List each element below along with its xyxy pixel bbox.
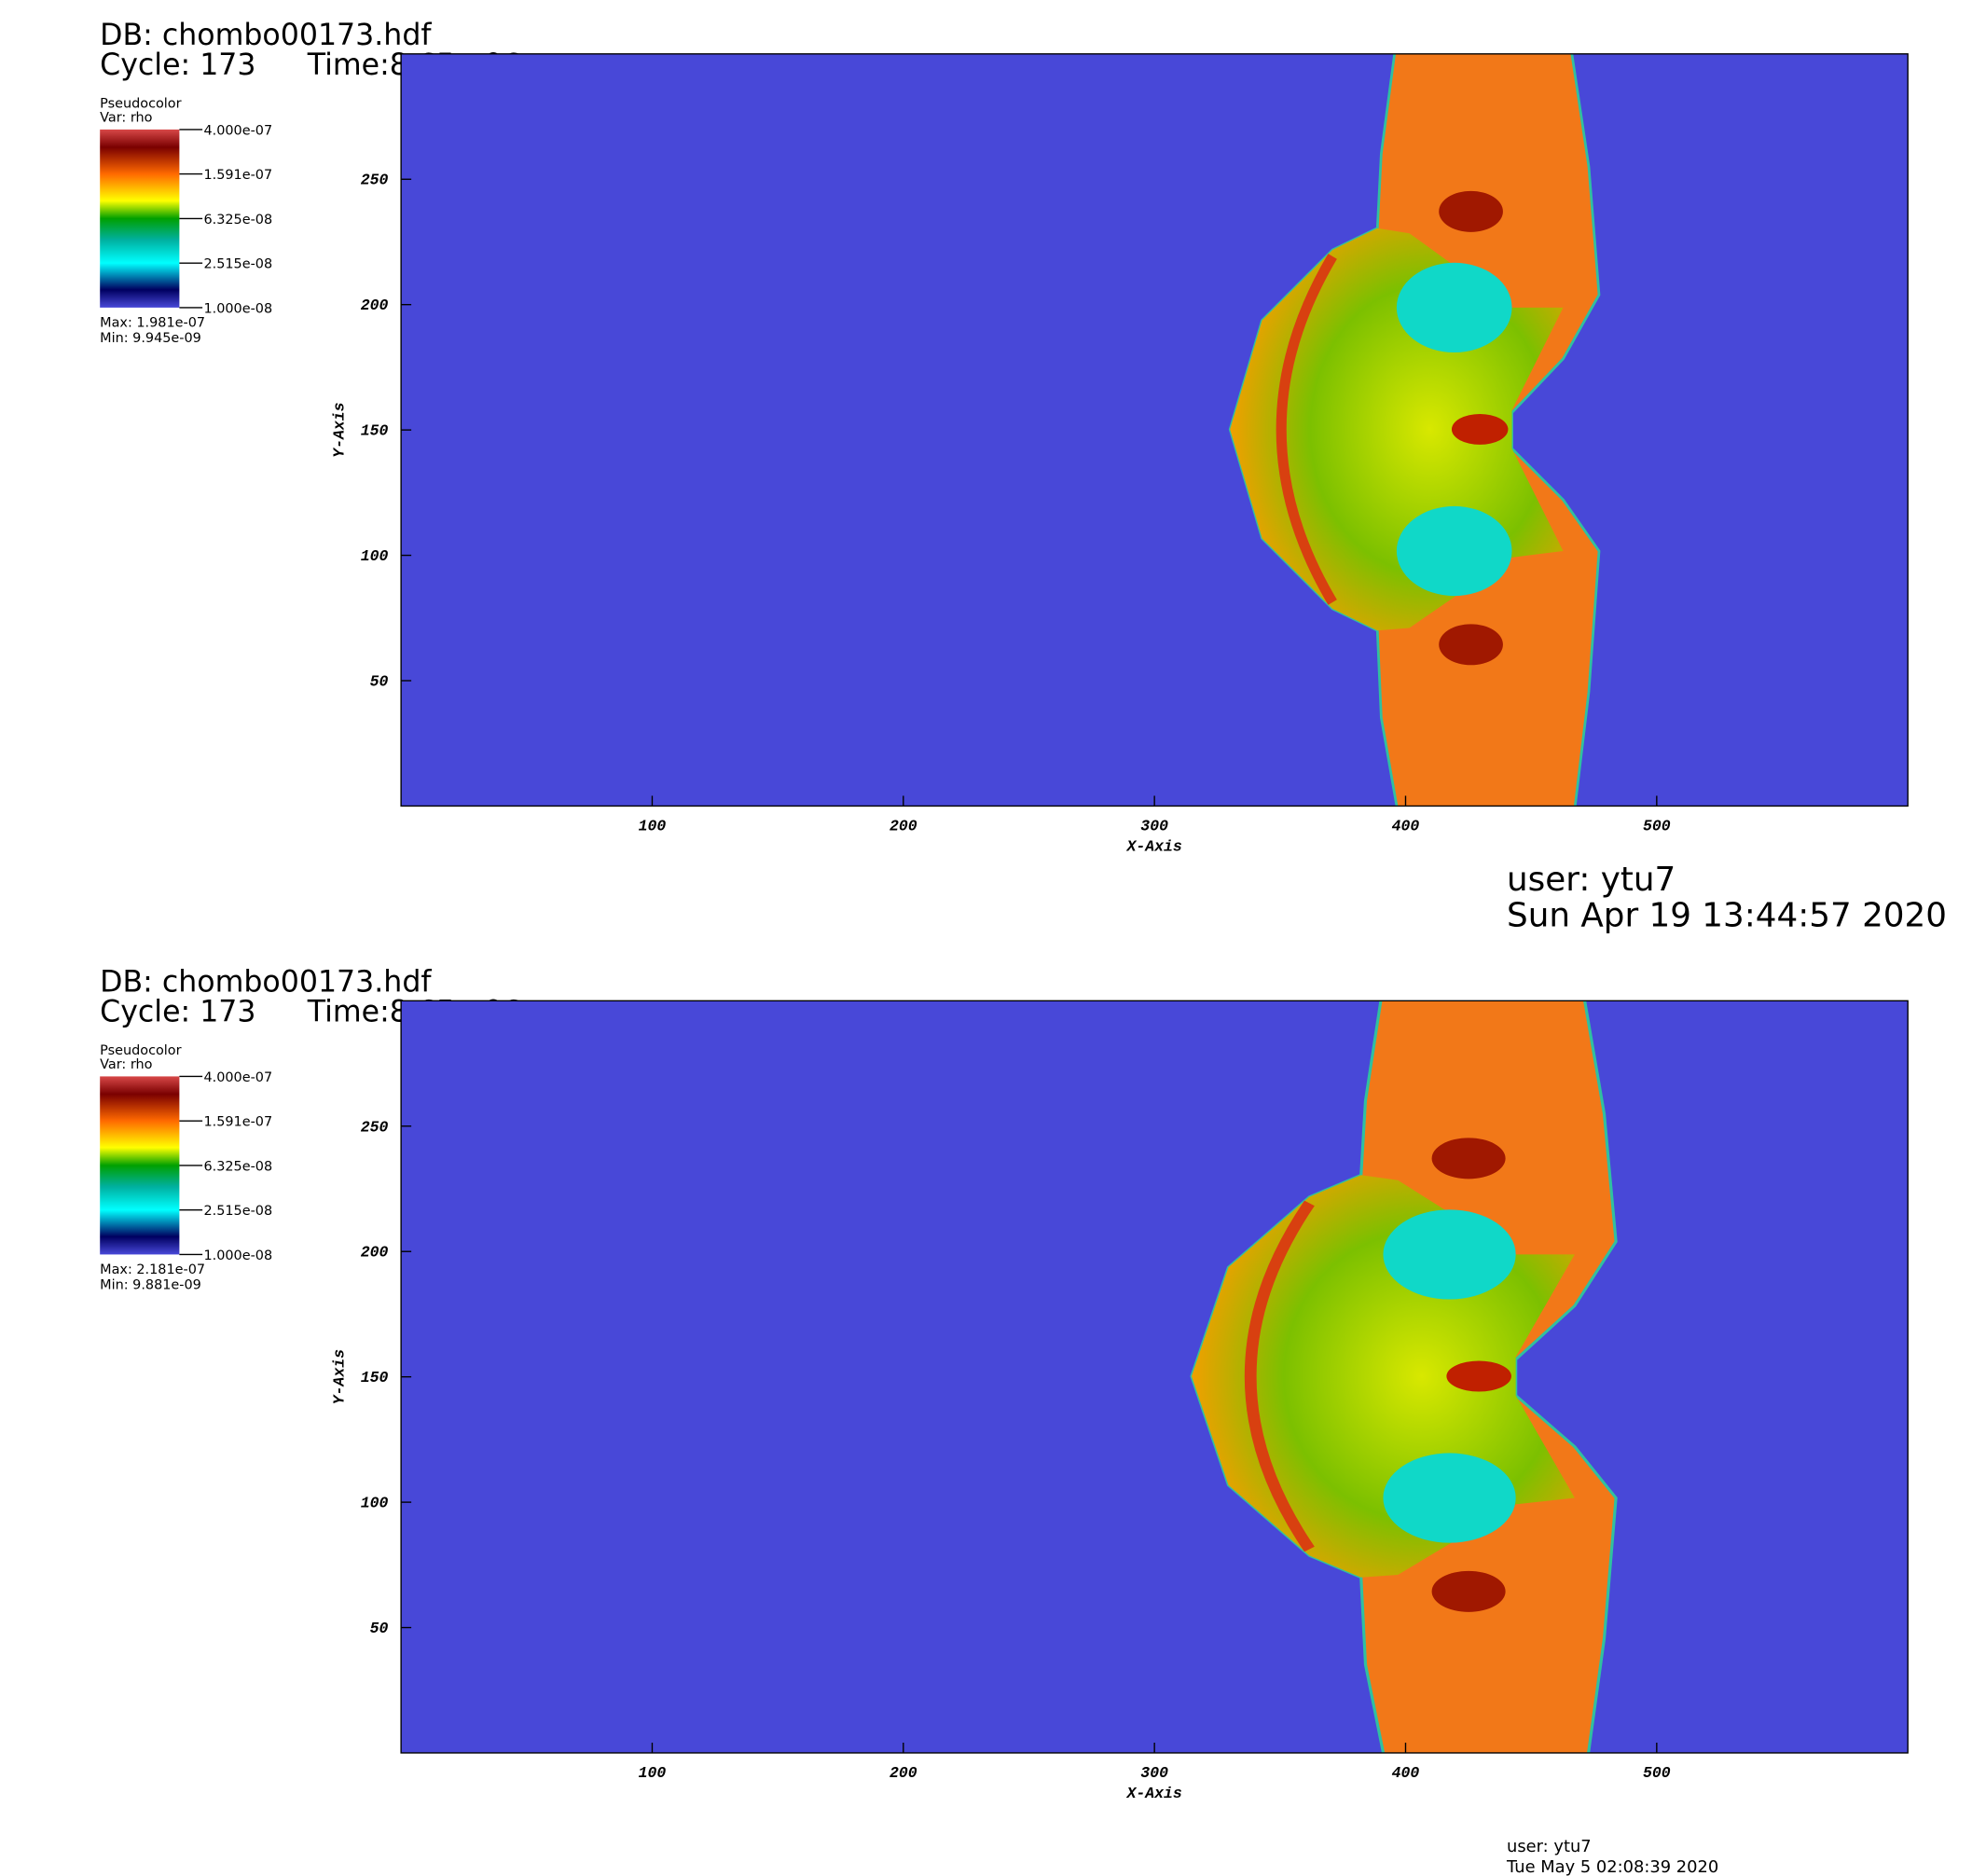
y-tick-label: 50 — [370, 1620, 389, 1637]
y-tick-label: 50 — [370, 673, 389, 691]
colorbar-tick-label: 2.515e-08 — [203, 1204, 272, 1219]
dense-vortex — [1439, 624, 1503, 666]
colorbar-tick-label: 6.325e-08 — [203, 213, 272, 228]
dense-vortex — [1431, 1570, 1506, 1612]
colorbar-tick-label: 4.000e-07 — [203, 123, 272, 138]
y-axis-label: Y-Axis — [330, 402, 348, 457]
low-density-spot — [1383, 1453, 1516, 1543]
x-tick-label: 300 — [1140, 1764, 1168, 1782]
legend-title: Pseudocolor — [100, 1043, 181, 1058]
background-flow — [401, 1000, 1909, 1753]
cycle: Cycle: 173 — [100, 48, 255, 82]
y-tick-label: 150 — [361, 1369, 389, 1386]
legend-variable: Var: rho — [100, 111, 152, 126]
bow-rim — [1245, 1200, 1315, 1552]
low-density-spot — [1396, 262, 1512, 352]
dense-vortex — [1439, 190, 1503, 232]
cycle: Cycle: 173 — [100, 995, 255, 1028]
x-tick-label: 500 — [1643, 1764, 1671, 1782]
y-tick-label: 200 — [361, 297, 389, 314]
x-tick-label: 100 — [639, 1764, 667, 1782]
colorbar-tick-label: 1.591e-07 — [203, 168, 272, 183]
colorbar — [100, 129, 180, 308]
x-tick-label: 200 — [890, 818, 917, 835]
shock-structure — [1228, 53, 1601, 807]
x-tick-label: 200 — [890, 1764, 917, 1782]
database-name: DB: chombo00173.hdf — [100, 19, 432, 52]
database-name: DB: chombo00173.hdf — [100, 966, 432, 1000]
user-name: user: ytu7 — [1507, 861, 1676, 899]
colorbar-tick-label: 1.591e-07 — [203, 1115, 272, 1130]
x-tick-label: 500 — [1643, 818, 1671, 835]
x-tick-label: 400 — [1392, 1764, 1420, 1782]
x-tick-label: 100 — [639, 818, 667, 835]
colorbar-tick-label: 2.515e-08 — [203, 257, 272, 272]
colorbar-tick-label: 1.000e-08 — [203, 301, 272, 316]
x-axis-label: X-Axis — [1125, 1785, 1181, 1802]
low-density-spot — [1396, 505, 1512, 597]
dense-knot — [1446, 1360, 1511, 1392]
bow-rim — [1276, 254, 1337, 605]
density-field — [401, 1000, 1909, 1753]
dense-knot — [1451, 413, 1509, 445]
user-name: user: ytu7 — [1507, 1837, 1592, 1856]
colorbar-tick-label: 1.000e-08 — [203, 1248, 272, 1263]
data-min: Min: 9.945e-09 — [100, 331, 201, 346]
y-axis-label: Y-Axis — [330, 1349, 348, 1404]
dense-vortex — [1431, 1138, 1506, 1179]
legend-title: Pseudocolor — [100, 97, 181, 112]
data-max: Max: 2.181e-07 — [100, 1262, 205, 1277]
y-tick-label: 200 — [361, 1244, 389, 1262]
timestamp: Tue May 5 02:08:39 2020 — [1506, 1857, 1718, 1876]
data-max: Max: 1.981e-07 — [100, 316, 205, 331]
data-min: Min: 9.881e-09 — [100, 1278, 201, 1293]
y-tick-label: 100 — [361, 547, 389, 565]
x-tick-label: 400 — [1392, 818, 1420, 835]
shock-structure — [1190, 1000, 1618, 1753]
y-tick-label: 250 — [361, 172, 389, 189]
colorbar-tick-label: 4.000e-07 — [203, 1070, 272, 1085]
background-flow — [401, 53, 1909, 807]
timestamp: Sun Apr 19 13:44:57 2020 — [1507, 897, 1947, 935]
colorbar — [100, 1076, 180, 1255]
x-axis-label: X-Axis — [1125, 838, 1181, 856]
y-tick-label: 150 — [361, 422, 389, 440]
colorbar-tick-label: 6.325e-08 — [203, 1159, 272, 1174]
density-field — [401, 53, 1909, 807]
low-density-spot — [1383, 1209, 1516, 1300]
y-tick-label: 100 — [361, 1495, 389, 1512]
y-tick-label: 250 — [361, 1118, 389, 1136]
x-tick-label: 300 — [1140, 818, 1168, 835]
legend-variable: Var: rho — [100, 1057, 152, 1072]
